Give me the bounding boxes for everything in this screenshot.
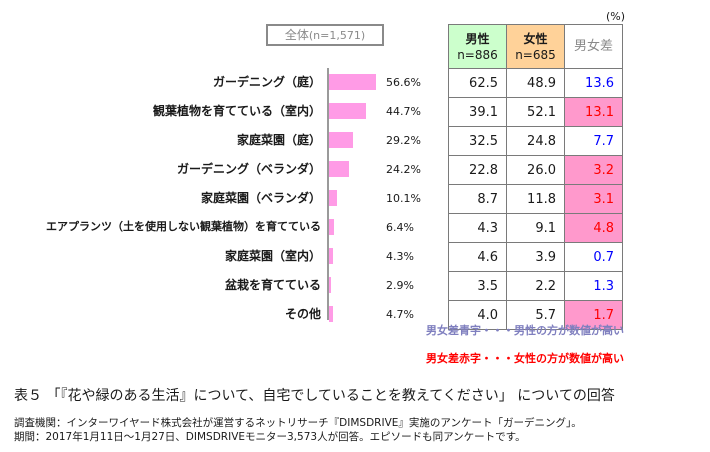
overall-box: 全体(n=1,571) [266,24,384,46]
male-cell: 4.3 [448,213,507,243]
female-header: 女性 n=685 [506,24,565,69]
female-cell: 3.9 [506,242,565,272]
table-row: 8.7 11.8 3.1 [448,184,623,214]
note-blue: 男女差青字・・・男性の方が数値が高い [426,324,624,337]
diff-cell: 3.1 [564,184,623,214]
value-label: 10.1% [386,192,421,205]
bar [329,103,366,119]
male-cell: 62.5 [448,68,507,98]
female-cell: 24.8 [506,126,565,156]
category-label: ガーデニング（ベランダ） [176,162,321,176]
female-cell: 48.9 [506,68,565,98]
value-label: 4.7% [386,308,414,321]
female-cell: 52.1 [506,97,565,127]
source-line-2: 期間：2017年1月11日～1月27日、DIMSDRIVEモニター3,573人が… [14,431,526,443]
male-cell: 39.1 [448,97,507,127]
diff-cell: 4.8 [564,213,623,243]
diff-header: 男女差 [564,24,623,69]
category-label: 家庭菜園（ベランダ） [200,191,321,205]
diff-cell: 1.7 [564,300,623,330]
diff-cell: 13.1 [564,97,623,127]
value-label: 6.4% [386,221,414,234]
bar [329,248,333,264]
bar [329,190,337,206]
table-body: 62.5 48.9 13.6 39.1 52.1 13.1 32.5 24.8 7.7 22.8 2… [448,68,623,330]
bar [329,306,333,322]
unit-label: (%) [606,10,626,23]
overall-label: 全体 [284,28,309,42]
male-cell: 4.6 [448,242,507,272]
female-header-n: n=685 [515,47,556,62]
source-line-1: 調査機関：インターワイヤード株式会社が運営するネットリサーチ『DIMSDRIVE… [14,417,582,429]
diff-cell: 3.2 [564,155,623,185]
y-axis-line [327,68,329,320]
category-label: 家庭菜園（庭） [236,133,321,147]
table-row: 62.5 48.9 13.6 [448,68,623,98]
table-row: 4.3 9.1 4.8 [448,213,623,243]
female-header-label: 女性 [523,31,548,46]
male-cell: 22.8 [448,155,507,185]
category-label: 家庭菜園（室内） [224,249,321,263]
male-cell: 32.5 [448,126,507,156]
value-label: 29.2% [386,134,421,147]
diff-cell: 1.3 [564,271,623,301]
bar [329,74,376,90]
diff-cell: 7.7 [564,126,623,156]
category-label: ガーデニング（庭） [212,75,321,89]
table-row: 3.5 2.2 1.3 [448,271,623,301]
female-cell: 26.0 [506,155,565,185]
table-row: 4.6 3.9 0.7 [448,242,623,272]
bar-chart: ガーデニング（庭） 56.6% 観葉植物を育てている（室内） 44.7% 家庭菜園（庭）… [0,0,445,322]
table-row: 32.5 24.8 7.7 [448,126,623,156]
value-label: 24.2% [386,163,421,176]
gender-table: 男性 n=886 女性 n=685 男女差 62.5 48.9 13.6 39.1 52.1… [448,24,623,330]
diff-cell: 0.7 [564,242,623,272]
diff-cell: 13.6 [564,68,623,98]
category-label: エアプランツ（土を使用しない観葉植物）を育てている [46,220,321,233]
category-label: 観葉植物を育てている（室内） [152,104,321,118]
bar [329,132,353,148]
bar [329,277,331,293]
male-cell: 3.5 [448,271,507,301]
male-cell: 8.7 [448,184,507,214]
male-header-label: 男性 [465,31,490,46]
male-header-n: n=886 [457,47,498,62]
value-label: 44.7% [386,105,421,118]
female-cell: 5.7 [506,300,565,330]
value-label: 56.6% [386,76,421,89]
table-row: 39.1 52.1 13.1 [448,97,623,127]
figure-caption: 表５ 「『花や緑のある生活』について、自宅でしていることを教えてください」 につ… [14,388,615,404]
female-cell: 11.8 [506,184,565,214]
value-label: 2.9% [386,279,414,292]
table-header-row: 男性 n=886 女性 n=685 男女差 [448,24,623,69]
table-row: 22.8 26.0 3.2 [448,155,623,185]
female-cell: 2.2 [506,271,565,301]
category-label: 盆栽を育てている [224,278,321,292]
table-row: 4.0 5.7 1.7 [448,300,623,330]
note-red: 男女差赤字・・・女性の方が数値が高い [426,352,624,365]
value-label: 4.3% [386,250,414,263]
category-label: その他 [284,307,321,321]
bar [329,219,334,235]
bar [329,161,349,177]
female-cell: 9.1 [506,213,565,243]
male-header: 男性 n=886 [448,24,507,69]
overall-n: (n=1,571) [308,29,366,42]
